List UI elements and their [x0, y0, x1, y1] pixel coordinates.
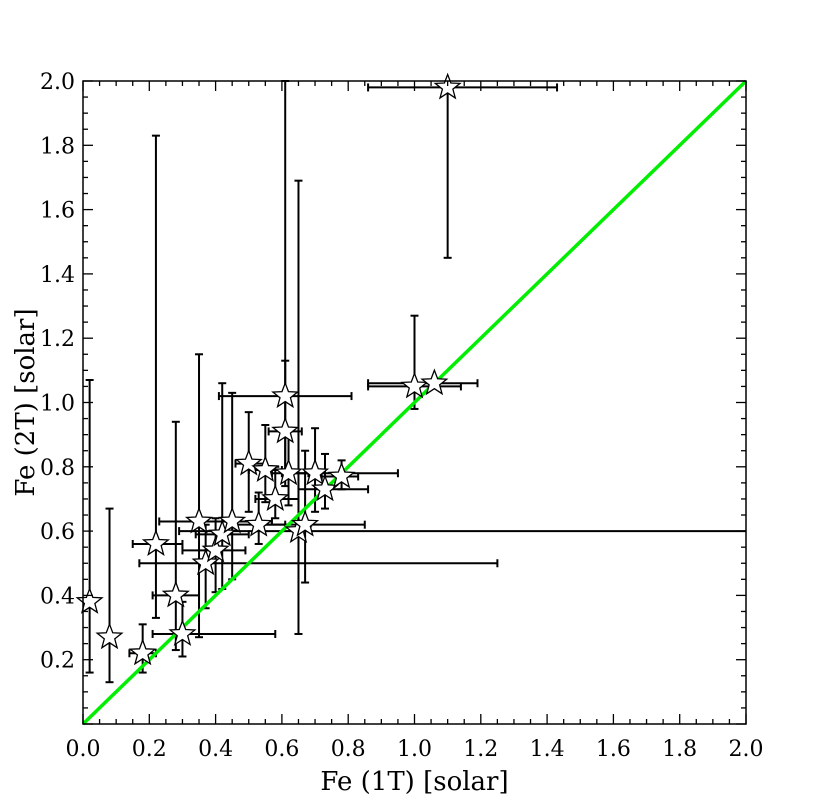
data-point-3 — [141, 529, 171, 556]
x-tick-label: 2.0 — [729, 737, 764, 762]
one-to-one-line — [81, 79, 748, 726]
data-point-1 — [95, 622, 124, 650]
y-axis-label: Fe (2T) [solar] — [11, 308, 41, 496]
x-tick-label: 0.0 — [66, 737, 101, 762]
data-point-20 — [300, 458, 330, 486]
error-bar-23 — [367, 314, 462, 410]
y-tick-label: 0.2 — [40, 649, 75, 674]
error-bar-5 — [151, 600, 277, 658]
data-point-16 — [271, 416, 300, 444]
y-tick-label: 2.0 — [40, 70, 75, 95]
error-bar-1 — [105, 507, 114, 684]
axes: 0.0 0.2 0.4 0.6 0.8 1.0 1.2 1.4 1.6 1.8 2.0 0.2 0.4 0… — [40, 70, 764, 762]
y-tick-label: 1.2 — [40, 327, 75, 352]
y-tick-label: 0.6 — [40, 520, 75, 545]
data-point-8 — [201, 535, 230, 563]
x-axis-label: Fe (1T) [solar] — [320, 767, 508, 797]
data-point-0 — [75, 586, 104, 614]
x-tick-label: 0.4 — [198, 737, 233, 762]
error-bar-18 — [178, 179, 746, 635]
data-point-11 — [234, 448, 263, 476]
plot-area — [75, 72, 748, 726]
data-point-15 — [271, 381, 300, 409]
x-tick-label: 0.2 — [132, 737, 167, 762]
error-bar-0 — [83, 378, 94, 674]
x-tick-label: 1.0 — [397, 737, 432, 762]
data-point-6 — [184, 506, 214, 534]
y-tick-label: 0.4 — [40, 584, 75, 609]
data-point-9 — [208, 519, 237, 547]
x-tick-label: 1.8 — [662, 737, 697, 762]
x-tick-label: 1.6 — [596, 737, 631, 762]
data-point-12 — [244, 509, 273, 537]
data-point-23 — [400, 371, 429, 399]
data-point-2 — [128, 638, 157, 666]
data-point-22 — [327, 461, 356, 489]
y-tick-label: 1.6 — [40, 199, 75, 224]
data-point-25 — [433, 72, 462, 100]
y-tick-label: 1.4 — [40, 263, 75, 288]
data-point-5 — [168, 619, 197, 646]
y-tick-label: 1.0 — [40, 392, 75, 417]
data-point-14 — [261, 484, 290, 511]
y-tick-label: 0.8 — [40, 456, 75, 481]
data-point-24 — [420, 368, 449, 396]
error-bar-25 — [367, 83, 559, 259]
x-tick-label: 0.6 — [264, 737, 299, 762]
x-tick-label: 1.4 — [530, 737, 565, 762]
data-point-7 — [191, 548, 220, 576]
x-tick-label: 1.2 — [463, 737, 498, 762]
data-point-4 — [161, 580, 190, 608]
x-tick-label: 0.8 — [331, 737, 366, 762]
data-point-17 — [274, 458, 303, 486]
data-point-13 — [251, 455, 280, 483]
y-tick-label: 1.8 — [40, 134, 75, 159]
data-point-19 — [290, 509, 320, 537]
data-point-10 — [218, 506, 247, 534]
